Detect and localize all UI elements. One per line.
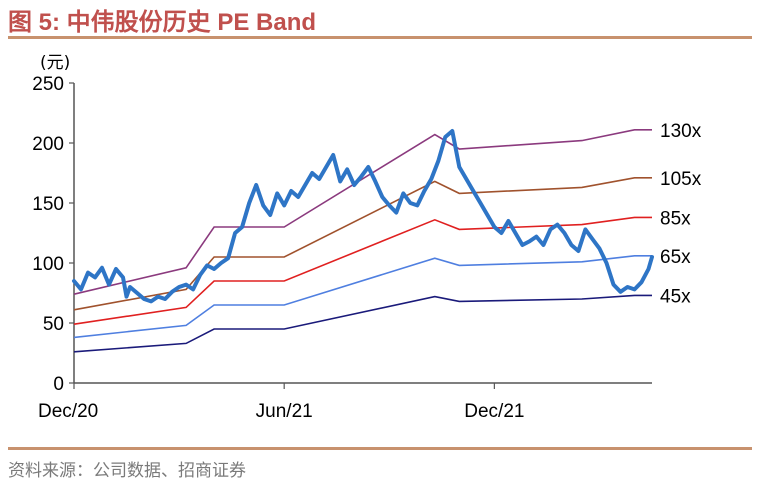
x-tick-label: Dec/21: [464, 401, 524, 422]
band-label-130x: 130x: [660, 121, 702, 142]
source-divider: [8, 447, 752, 450]
band-label-45x: 45x: [660, 286, 691, 307]
band-line-130x: [73, 129, 652, 295]
y-tick-label: 0: [53, 374, 64, 395]
y-tick-label: 200: [32, 134, 64, 155]
band-label-85x: 85x: [660, 208, 691, 229]
title-divider: [8, 36, 752, 39]
x-tick-label: Dec/20: [38, 401, 98, 422]
page-title: 图 5: 中伟股份历史 PE Band: [8, 9, 317, 36]
y-tick-label: 50: [43, 314, 64, 335]
band-line-85x: [73, 216, 652, 325]
y-tick-label: 250: [32, 74, 64, 95]
band-line-45x: [73, 294, 652, 353]
price-line: [72, 129, 654, 304]
band-label-65x: 65x: [660, 247, 691, 268]
source-note: 资料来源：公司数据、招商证券: [8, 461, 246, 481]
x-tick-label: Jun/21: [256, 401, 313, 422]
band-label-105x: 105x: [660, 169, 702, 190]
band-line-105x: [73, 177, 652, 311]
y-tick-label: 100: [32, 254, 64, 275]
band-line-65x: [73, 255, 652, 339]
y-axis-unit: (元): [40, 53, 70, 73]
y-tick-label: 150: [32, 194, 64, 215]
